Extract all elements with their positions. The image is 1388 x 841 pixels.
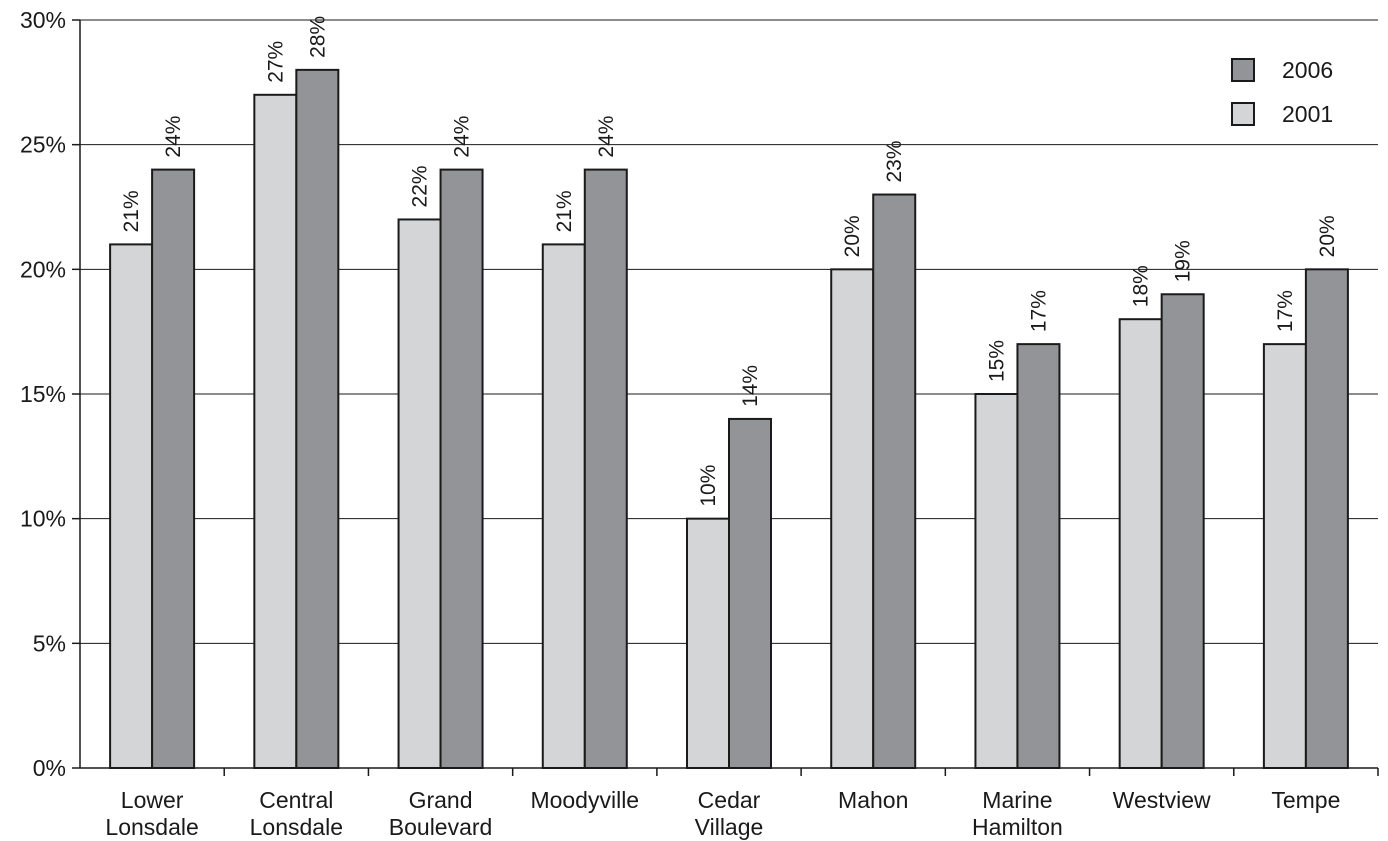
bar-2006-7 <box>1160 293 1205 769</box>
bar-2001-8 <box>1262 343 1307 769</box>
data-label-2006-4: 14% <box>739 365 762 407</box>
x-category-label: Mahon <box>838 787 908 813</box>
data-label-2006-2: 24% <box>451 116 474 158</box>
bar-2006-4 <box>728 417 772 769</box>
bar-2001-6 <box>974 393 1019 769</box>
bar-2001-5 <box>830 268 875 769</box>
data-label-2001-0: 21% <box>120 190 143 232</box>
legend-label-2006: 2006 <box>1282 57 1333 83</box>
y-tick-label: 20% <box>20 256 66 282</box>
y-tick-label: 25% <box>20 132 66 158</box>
data-label-2001-5: 20% <box>841 215 864 257</box>
bar-2001-1 <box>253 93 298 770</box>
y-tick-label: 10% <box>20 506 66 532</box>
data-label-2001-3: 21% <box>553 190 576 232</box>
bar-2001-2 <box>397 218 442 769</box>
bar-2006-0 <box>151 168 196 770</box>
legend-swatch-2006 <box>1231 58 1255 82</box>
data-label-2006-0: 24% <box>162 116 185 158</box>
data-label-2001-1: 27% <box>264 41 287 83</box>
data-label-2001-6: 15% <box>985 340 1008 382</box>
y-tick-label: 15% <box>20 381 66 407</box>
x-category-label: Westview <box>1113 787 1211 813</box>
x-category-label: Central Lonsdale <box>250 787 343 840</box>
data-label-2006-3: 24% <box>595 116 618 158</box>
bar-2006-5 <box>872 193 917 770</box>
data-label-2001-7: 18% <box>1130 265 1153 307</box>
data-label-2006-8: 20% <box>1316 215 1339 257</box>
x-category-label: Grand Boulevard <box>389 787 493 840</box>
data-label-2001-8: 17% <box>1274 290 1297 332</box>
y-axis-tick-labels: 0% 5% 10% 15% 20% 25% 30% <box>20 7 66 781</box>
bar-2006-1 <box>295 68 340 770</box>
data-label-2001-2: 22% <box>409 165 432 207</box>
bar-2006-8 <box>1304 268 1349 769</box>
x-category-label: Cedar Village <box>695 787 764 840</box>
axes <box>72 19 1379 776</box>
x-category-label: Tempe <box>1271 787 1340 813</box>
x-axis-category-labels: Lower Lonsdale Central Lonsdale Grand Bouleva… <box>105 787 1340 840</box>
legend-swatch-2001 <box>1231 102 1255 126</box>
bar-2006-3 <box>583 168 628 770</box>
x-category-label: Lower Lonsdale <box>105 787 198 840</box>
bar-2001-4 <box>686 517 730 770</box>
data-label-2006-5: 23% <box>883 141 906 183</box>
bar-2006-2 <box>439 168 484 770</box>
x-category-label: Marine Hamilton <box>972 787 1063 840</box>
data-label-2006-1: 28% <box>306 16 329 58</box>
y-tick-label: 0% <box>33 755 66 781</box>
bar-2001-7 <box>1118 318 1163 769</box>
y-tick-label: 5% <box>33 630 66 656</box>
data-label-2006-7: 19% <box>1172 240 1195 282</box>
bar-2006-6 <box>1016 343 1061 769</box>
bar-2001-3 <box>541 243 586 769</box>
data-label-2001-4: 10% <box>697 465 720 507</box>
bar-2001-0 <box>109 243 154 769</box>
data-labels: 21% 24% 27% 28% 22% 24% 21% 24% 10% 14% 20% 23% 15% 1… <box>120 16 1339 507</box>
legend: 2006 2001 <box>1231 57 1333 127</box>
bars <box>109 68 1349 770</box>
data-label-2006-6: 17% <box>1027 290 1050 332</box>
legend-label-2001: 2001 <box>1282 101 1333 127</box>
x-category-label: Moodyville <box>530 787 639 813</box>
y-tick-label: 30% <box>20 7 66 33</box>
